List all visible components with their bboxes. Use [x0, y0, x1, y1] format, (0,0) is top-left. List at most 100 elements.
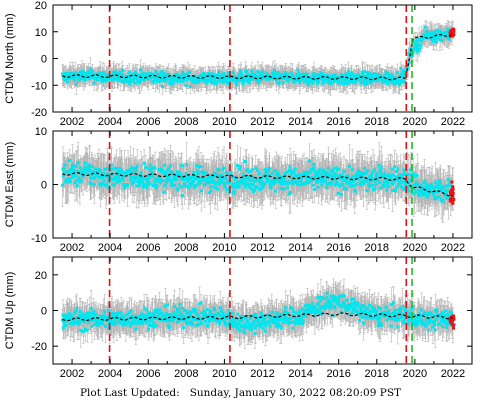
data-point: [318, 76, 322, 80]
data-point: [428, 34, 432, 38]
data-point: [217, 73, 221, 77]
data-point: [181, 80, 185, 84]
data-point: [153, 78, 157, 82]
x-tick-label: 2004: [98, 116, 122, 128]
recent-point: [448, 30, 452, 34]
data-point: [311, 75, 315, 79]
data-point: [203, 73, 207, 77]
data-point: [239, 74, 243, 78]
data-point: [388, 79, 392, 83]
data-point: [358, 75, 362, 79]
data-point: [435, 36, 439, 40]
data-point: [112, 77, 116, 81]
data-point: [114, 70, 118, 74]
data-point: [334, 74, 338, 78]
data-point: [133, 81, 137, 85]
data-point: [119, 79, 123, 83]
data-point: [432, 39, 436, 43]
data-point: [180, 78, 184, 82]
data-point: [201, 74, 205, 78]
data-point: [183, 78, 187, 82]
data-point: [395, 70, 399, 74]
data-point: [272, 68, 276, 72]
data-point: [406, 66, 410, 70]
data-point: [415, 38, 419, 42]
data-point: [210, 81, 214, 85]
data-point: [112, 71, 116, 75]
data-point: [127, 76, 131, 80]
data-point: [212, 73, 216, 77]
data-point: [325, 73, 329, 77]
data-point: [148, 71, 152, 75]
recent-point: [450, 32, 454, 36]
data-point: [141, 76, 145, 80]
data-point: [140, 78, 144, 82]
data-point: [393, 82, 397, 86]
data-point: [213, 75, 217, 79]
data-point: [430, 32, 434, 36]
data-point: [445, 35, 449, 39]
data-point: [176, 79, 180, 83]
y-tick-label: -10: [31, 80, 47, 92]
data-point: [304, 75, 308, 79]
data-point: [74, 83, 78, 87]
data-point: [374, 78, 378, 82]
data-point: [131, 79, 135, 83]
data-point: [267, 77, 271, 81]
data-point: [238, 78, 242, 82]
data-point: [95, 78, 99, 82]
data-point: [309, 79, 313, 83]
data-point: [322, 74, 326, 78]
data-point: [291, 73, 295, 77]
data-point: [161, 74, 165, 78]
data-point: [344, 72, 348, 76]
data-point: [102, 71, 106, 75]
data-point: [313, 74, 317, 78]
data-point: [295, 76, 299, 80]
data-point: [294, 78, 298, 82]
data-point: [242, 78, 246, 82]
data-point: [407, 61, 411, 65]
data-point: [191, 76, 195, 80]
data-point: [107, 73, 111, 77]
data-point: [295, 72, 299, 76]
data-point: [227, 79, 231, 83]
data-point: [164, 79, 168, 83]
data-point: [265, 78, 269, 82]
data-point: [372, 72, 376, 76]
data-point: [316, 73, 320, 77]
data-point: [378, 73, 382, 77]
data-point: [186, 71, 190, 75]
data-point: [73, 71, 77, 75]
data-point: [249, 74, 253, 78]
data-point: [118, 70, 122, 74]
data-point: [284, 72, 288, 76]
data-point: [135, 77, 139, 81]
data-point: [221, 81, 225, 85]
data-point: [117, 76, 121, 80]
data-point: [352, 74, 356, 78]
data-point: [174, 72, 178, 76]
data-point: [87, 73, 91, 77]
data-point: [328, 82, 332, 86]
data-point: [77, 72, 81, 76]
data-point: [260, 70, 264, 74]
y-tick-label: -20: [31, 107, 47, 119]
data-point: [214, 74, 218, 78]
data-point: [216, 79, 220, 83]
data-point: [276, 71, 280, 75]
panel-1: 2002 2004 2006 2008 2010 2012 2014 2016 2018 2020…: [4, 0, 473, 128]
data-point: [401, 78, 405, 82]
data-point: [256, 79, 260, 83]
data-point: [300, 73, 304, 77]
data-point: [322, 79, 326, 83]
data-point: [308, 76, 312, 80]
data-point: [447, 37, 451, 41]
data-point: [444, 32, 448, 36]
data-point: [134, 71, 138, 75]
data-point: [390, 76, 394, 80]
data-point: [152, 81, 156, 85]
data-point: [92, 81, 96, 85]
data-point: [156, 76, 160, 80]
